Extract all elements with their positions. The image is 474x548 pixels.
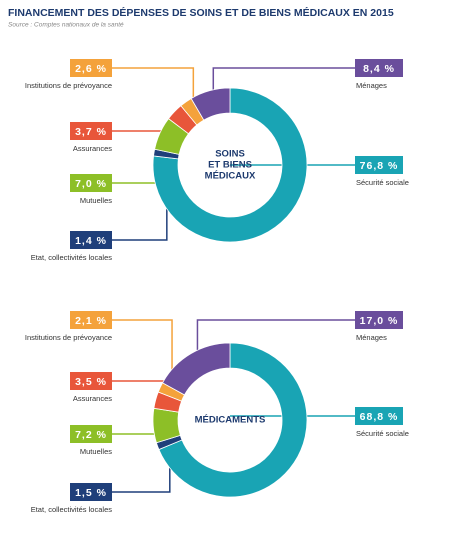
category-label: Ménages <box>356 333 387 342</box>
value-label: 76,8 % <box>360 160 399 172</box>
center-label: MÉDICAMENTS <box>195 415 266 426</box>
category-label: Etat, collectivités locales <box>31 253 113 262</box>
category-label: Mutuelles <box>80 196 112 205</box>
donut-slice <box>190 87 231 121</box>
donut-slice <box>158 342 308 498</box>
category-label: Etat, collectivités locales <box>31 505 113 514</box>
category-label: Ménages <box>356 81 387 90</box>
category-label: Institutions de prévoyance <box>25 333 112 342</box>
category-label: Sécurité sociale <box>356 429 409 438</box>
value-label: 7,2 % <box>75 429 107 441</box>
value-label: 17,0 % <box>360 315 399 327</box>
page-title: FINANCEMENT DES DÉPENSES DE SOINS ET DE … <box>8 6 394 19</box>
category-label: Assurances <box>73 394 112 403</box>
value-label: 1,5 % <box>75 487 107 499</box>
donut-slice <box>162 342 231 396</box>
value-label: 68,8 % <box>360 411 399 423</box>
center-label: ET BIENS <box>208 160 252 171</box>
value-box <box>70 425 112 443</box>
value-label: 3,5 % <box>75 376 107 388</box>
source: Source : Comptes nationaux de la santé <box>8 22 124 29</box>
category-label: Mutuelles <box>80 447 112 456</box>
category-label: Assurances <box>73 144 112 153</box>
donut-slice <box>152 87 308 243</box>
value-label: 1,4 % <box>75 235 107 247</box>
value-box <box>355 59 403 77</box>
value-box <box>355 407 403 425</box>
category-label: Sécurité sociale <box>356 178 409 187</box>
value-box <box>70 122 112 140</box>
value-box <box>70 311 112 329</box>
value-box <box>355 156 403 174</box>
leader-line <box>112 319 173 393</box>
value-label: 7,0 % <box>75 178 107 190</box>
category-label: Institutions de prévoyance <box>25 81 112 90</box>
value-box <box>70 174 112 192</box>
value-label: 3,7 % <box>75 126 107 138</box>
value-box <box>70 372 112 390</box>
value-box <box>70 483 112 501</box>
center-label: SOINS <box>215 149 245 160</box>
center-label: MÉDICAUX <box>205 171 256 182</box>
value-label: 2,1 % <box>75 315 107 327</box>
value-label: 8,4 % <box>363 63 395 75</box>
value-label: 2,6 % <box>75 63 107 75</box>
value-box <box>70 59 112 77</box>
value-box <box>355 311 403 329</box>
value-box <box>70 231 112 249</box>
